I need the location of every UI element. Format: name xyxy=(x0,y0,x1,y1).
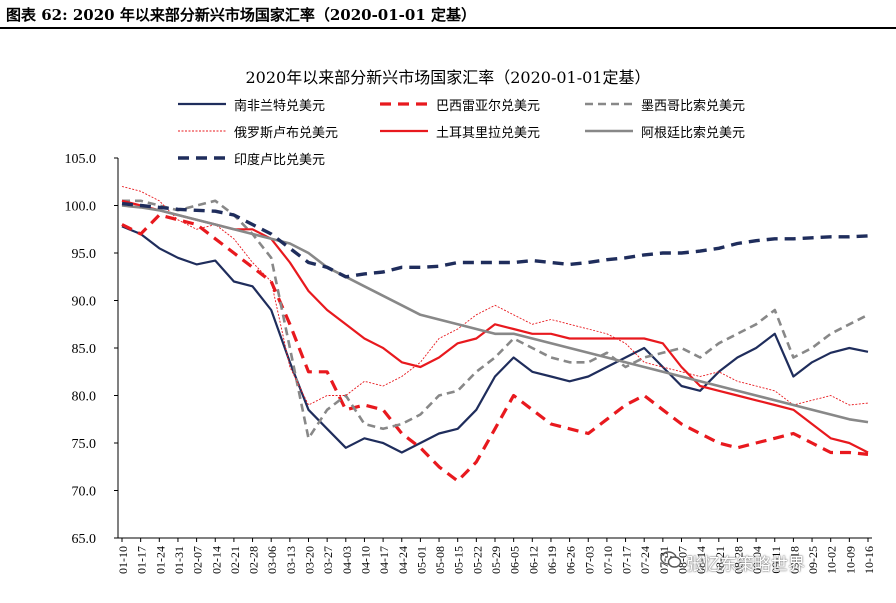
x-tick-label: 03-13 xyxy=(284,546,298,574)
legend-label-3: 俄罗斯卢布兑美元 xyxy=(234,126,339,141)
y-tick-label: 75.0 xyxy=(72,437,97,452)
x-tick-label: 07-17 xyxy=(620,546,634,574)
x-tick-label: 04-24 xyxy=(396,546,410,574)
x-tick-label: 06-05 xyxy=(508,546,522,574)
x-tick-label: 09-04 xyxy=(750,546,764,574)
y-tick-label: 95.0 xyxy=(72,247,97,262)
series-line-0 xyxy=(121,225,869,454)
figure-caption: 图表 62: 2020 年以来部分新兴市场国家汇率（2020-01-01 定基） xyxy=(6,6,476,24)
x-tick-label: 01-10 xyxy=(116,546,130,574)
y-tick-label: 100.0 xyxy=(65,200,97,215)
x-tick-label: 10-09 xyxy=(843,546,857,574)
legend-label-5: 阿根廷比索兑美元 xyxy=(641,126,746,141)
x-tick-label: 03-06 xyxy=(265,546,279,574)
x-tick-label: 06-19 xyxy=(545,546,559,574)
series-line-3 xyxy=(121,186,869,406)
x-tick-label: 04-10 xyxy=(358,546,372,574)
x-tick-label: 08-28 xyxy=(731,546,745,574)
caption-divider xyxy=(0,27,896,29)
legend-label-6: 印度卢比兑美元 xyxy=(234,153,326,168)
x-tick-label: 01-24 xyxy=(153,546,167,574)
x-tick-label: 05-29 xyxy=(489,546,503,574)
x-tick-label: 07-10 xyxy=(601,546,615,574)
x-tick-label: 06-26 xyxy=(564,546,578,574)
legend-label-4: 土耳其里拉兑美元 xyxy=(436,126,541,141)
x-tick-label: 09-11 xyxy=(769,546,783,574)
x-tick-label: 08-21 xyxy=(713,546,727,574)
x-tick-label: 07-31 xyxy=(657,546,671,574)
x-tick-label: 04-03 xyxy=(340,546,354,574)
y-tick-label: 85.0 xyxy=(72,342,97,357)
legend-label-1: 巴西雷亚尔兑美元 xyxy=(436,99,541,114)
x-tick-label: 07-03 xyxy=(582,546,596,574)
x-tick-label: 05-22 xyxy=(470,546,484,574)
x-tick-label: 09-25 xyxy=(806,546,820,574)
chart-title: 2020年以来部分新兴市场国家汇率（2020-01-01定基） xyxy=(245,68,651,87)
x-tick-label: 03-27 xyxy=(321,546,335,574)
series-line-5 xyxy=(121,204,869,424)
series-line-6 xyxy=(121,201,869,279)
x-tick-label: 01-17 xyxy=(135,546,149,574)
x-tick-label: 02-21 xyxy=(228,546,242,574)
x-tick-label: 02-28 xyxy=(247,546,261,574)
series-line-4 xyxy=(121,199,869,454)
x-tick-label: 08-07 xyxy=(676,546,690,574)
watermark-text: 张忆东策略世界 xyxy=(686,555,805,575)
wechat-icon xyxy=(660,551,682,568)
x-tick-label: 09-18 xyxy=(787,546,801,574)
series-line-1 xyxy=(121,213,869,483)
legend-label-2: 墨西哥比索兑美元 xyxy=(641,99,746,114)
x-tick-label: 10-02 xyxy=(825,546,839,574)
x-tick-label: 08-14 xyxy=(694,546,708,574)
x-tick-label: 02-14 xyxy=(209,546,223,574)
x-tick-label: 05-01 xyxy=(414,546,428,574)
legend-label-0: 南非兰特兑美元 xyxy=(234,99,326,114)
series-line-2 xyxy=(122,199,869,440)
y-tick-label: 90.0 xyxy=(72,295,97,310)
x-tick-label: 05-15 xyxy=(452,546,466,574)
x-tick-label: 02-07 xyxy=(191,546,205,574)
y-tick-label: 70.0 xyxy=(72,485,97,500)
x-tick-label: 05-08 xyxy=(433,546,447,574)
x-tick-label: 04-17 xyxy=(377,546,391,574)
x-tick-label: 06-12 xyxy=(526,546,540,574)
y-tick-label: 105.0 xyxy=(65,152,97,167)
y-tick-label: 80.0 xyxy=(72,390,97,405)
x-tick-label: 10-16 xyxy=(862,546,876,574)
x-tick-label: 07-24 xyxy=(638,546,652,574)
x-tick-label: 01-31 xyxy=(172,546,186,574)
y-tick-label: 65.0 xyxy=(72,532,97,547)
x-tick-label: 03-20 xyxy=(303,546,317,574)
